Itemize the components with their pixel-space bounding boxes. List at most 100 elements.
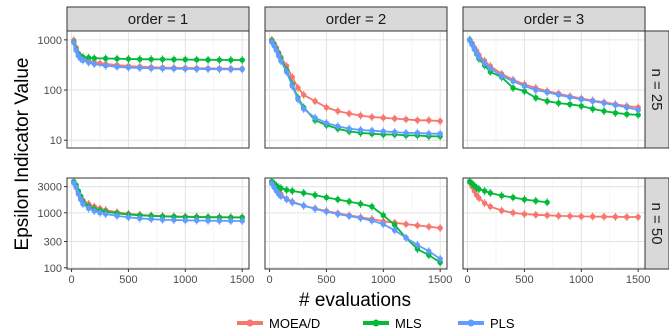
data-point-pls xyxy=(555,92,562,98)
data-point-pls xyxy=(380,128,386,135)
panel-border xyxy=(66,177,250,270)
data-point-pls xyxy=(510,78,516,84)
data-point-pls xyxy=(239,218,245,224)
legend-key-point-pls xyxy=(467,319,475,327)
panel-background xyxy=(67,31,249,148)
data-point-mls xyxy=(498,192,505,199)
data-point-moea-d xyxy=(300,92,307,98)
panel-r2-c1: 100 300 1000 3000 0 500 1000 1500 xyxy=(38,178,254,286)
x-tick-label: 500 xyxy=(317,274,335,286)
legend: MOEA/D MLS PLS xyxy=(237,316,515,331)
data-point-pls xyxy=(471,46,478,52)
data-point-pls xyxy=(498,73,505,79)
data-point-pls xyxy=(601,100,607,106)
data-point-pls xyxy=(369,127,375,134)
data-point-moea-d xyxy=(369,114,375,120)
data-point-pls xyxy=(481,60,488,67)
x-tick-label: 1500 xyxy=(626,274,650,286)
data-point-pls xyxy=(275,53,282,59)
data-point-moea-d xyxy=(578,213,584,220)
panel-border xyxy=(264,30,448,149)
data-point-moea-d xyxy=(544,212,550,219)
data-point-mls xyxy=(114,56,120,62)
data-point-moea-d xyxy=(403,116,409,123)
data-point-mls xyxy=(216,57,223,63)
data-point-mls xyxy=(601,108,607,114)
data-point-pls xyxy=(102,63,109,69)
x-tick-label: 1000 xyxy=(173,274,197,286)
panel-border xyxy=(264,177,448,270)
data-point-pls xyxy=(426,130,432,137)
data-point-pls xyxy=(216,218,223,224)
data-point-mls xyxy=(205,57,211,63)
data-point-mls xyxy=(369,203,375,210)
data-point-pls xyxy=(437,256,443,262)
data-point-moea-d xyxy=(403,221,409,227)
y-tick-label: 300 xyxy=(44,237,62,249)
data-point-mls xyxy=(91,55,97,61)
data-point-pls xyxy=(612,102,619,108)
data-point-moea-d xyxy=(555,213,562,219)
data-point-mls xyxy=(346,198,352,205)
data-point-moea-d xyxy=(601,213,607,220)
y-tick-label: 10 xyxy=(50,135,62,147)
data-point-moea-d xyxy=(487,203,493,210)
col-strip-1 xyxy=(66,6,250,32)
data-point-mls xyxy=(335,196,341,203)
x-tick-label: 0 xyxy=(266,274,272,286)
x-tick-label: 0 xyxy=(68,274,74,286)
data-point-pls xyxy=(473,50,480,56)
row-strip-label: n = 25 xyxy=(648,68,665,110)
data-point-pls xyxy=(567,94,573,100)
data-point-moea-d xyxy=(476,195,482,201)
data-point-pls xyxy=(85,59,92,66)
legend-key-point-moea-d xyxy=(246,319,254,327)
data-point-mls xyxy=(635,112,641,118)
data-point-mls xyxy=(137,56,143,62)
panels-layer: order = 1 order = 2 order = 3 n = 25 n = 50 1… xyxy=(38,6,669,286)
data-point-pls xyxy=(533,87,539,93)
data-point-pls xyxy=(403,235,409,241)
col-strip-label: order = 1 xyxy=(128,11,188,28)
data-point-pls xyxy=(273,47,280,53)
data-point-pls xyxy=(289,83,295,89)
x-tick-label: 0 xyxy=(464,274,470,286)
data-point-mls xyxy=(544,199,550,206)
data-point-pls xyxy=(182,66,188,72)
data-point-mls xyxy=(182,56,188,63)
data-point-moea-d xyxy=(567,213,573,219)
data-point-moea-d xyxy=(295,85,301,91)
col-strip-2 xyxy=(264,6,448,32)
data-point-pls xyxy=(239,66,245,73)
data-point-pls xyxy=(300,202,307,209)
data-point-pls xyxy=(283,196,290,203)
data-point-mls xyxy=(102,55,109,62)
data-point-mls xyxy=(289,188,295,194)
data-point-pls xyxy=(335,211,341,217)
data-point-pls xyxy=(357,127,364,133)
panel-background xyxy=(67,178,249,269)
data-point-pls xyxy=(391,129,398,135)
y-tick-label: 3000 xyxy=(38,182,62,194)
data-point-mls xyxy=(323,194,330,201)
y-tick-label: 1000 xyxy=(38,208,62,220)
data-point-moea-d xyxy=(323,104,330,111)
data-point-pls xyxy=(77,196,84,203)
data-point-pls xyxy=(271,43,277,49)
data-point-pls xyxy=(283,69,290,75)
series-group-r2-c2 xyxy=(269,177,443,267)
data-point-pls xyxy=(346,125,352,132)
data-point-pls xyxy=(635,107,641,113)
x-tick-label: 1000 xyxy=(371,274,395,286)
data-point-pls xyxy=(171,66,177,72)
data-point-mls xyxy=(125,56,132,62)
data-point-pls xyxy=(437,130,443,137)
panel-background xyxy=(463,31,645,148)
data-point-pls xyxy=(182,217,188,224)
data-point-pls xyxy=(228,218,234,224)
data-point-pls xyxy=(205,217,211,224)
col-strip-label: order = 2 xyxy=(326,11,386,28)
data-point-pls xyxy=(544,89,550,96)
data-point-mls xyxy=(510,85,516,91)
data-point-pls xyxy=(414,242,421,248)
